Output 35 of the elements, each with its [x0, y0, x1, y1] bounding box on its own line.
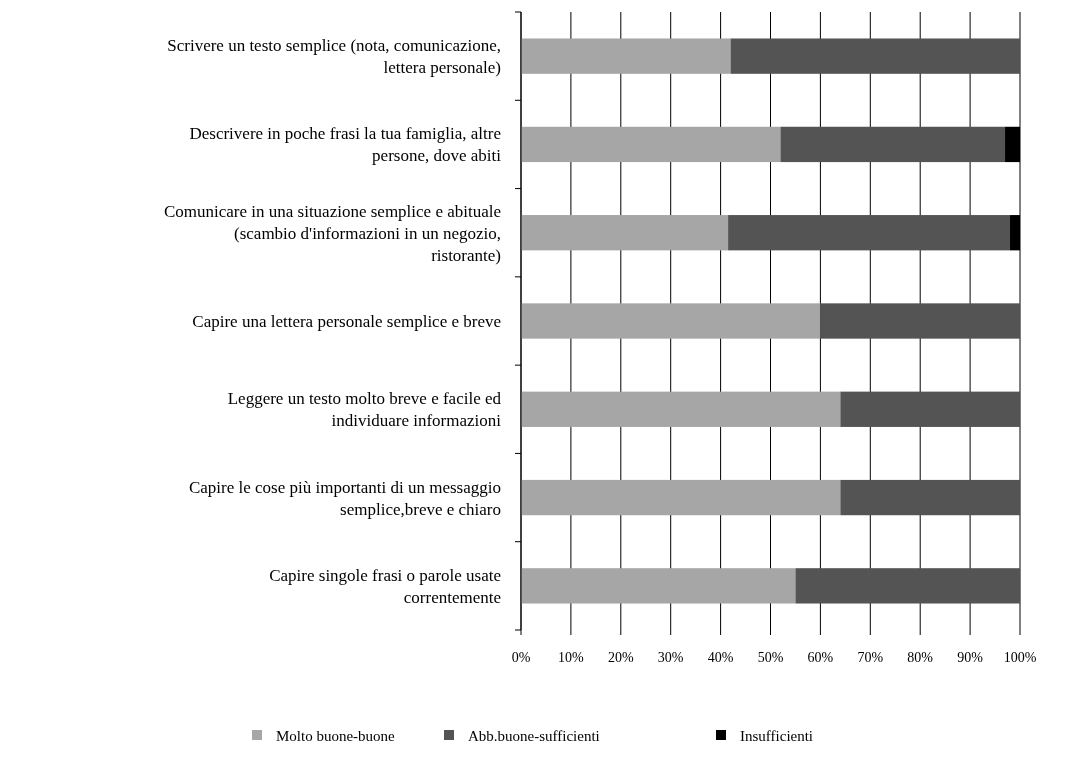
x-tick-label: 50% [757, 650, 784, 665]
bar [780, 126, 1006, 163]
y-tick-label: Descrivere in poche frasi la tua famiglia, altre persone, dove abiti [189, 124, 502, 166]
bar [840, 391, 1020, 427]
y-tick-label: Capire singole frasi o parole usate correntemente [269, 565, 501, 607]
bar [521, 126, 781, 163]
y-tick-label: Scrivere un testo semplice (nota, comunicazione, lettera personale) [167, 36, 501, 78]
y-tick-label: Comunicare in una situazione semplice e abituale (scambio d'informazioni in un negozio, ristorante) [163, 201, 501, 265]
x-tick-label: 80% [907, 650, 934, 665]
bar [840, 479, 1020, 516]
legend-label: Insufficienti [740, 728, 814, 744]
x-tick-label: 70% [857, 650, 884, 665]
x-tick-label: 0% [511, 650, 531, 665]
y-tick-label: Capire una lettera personale semplice e breve [192, 312, 501, 331]
x-tick-label: 10% [558, 650, 585, 665]
bar [521, 215, 729, 251]
bar [728, 215, 1011, 251]
x-tick-label: 20% [607, 650, 634, 665]
x-tick-label: 40% [707, 650, 734, 665]
y-tick-label: Leggere un testo molto breve e facile ed individuare informazioni [227, 389, 502, 431]
legend-label: Molto buone-buone [276, 728, 396, 744]
x-tick-label: 90% [957, 650, 984, 665]
bar [795, 568, 1020, 604]
bar [521, 38, 731, 74]
bar [730, 38, 1020, 74]
bar [521, 391, 841, 427]
x-tick-label: 30% [657, 650, 684, 665]
bar [521, 568, 796, 604]
x-tick-label: 60% [807, 650, 834, 665]
bar [521, 303, 821, 339]
bar [820, 303, 1020, 339]
bar [521, 479, 841, 516]
legend-label: Abb.buone-sufficienti [468, 728, 600, 744]
x-tick-label: 100% [1003, 650, 1037, 665]
y-tick-label: Capire le cose più importanti di un messaggio semplice,breve e chiaro [188, 477, 501, 519]
